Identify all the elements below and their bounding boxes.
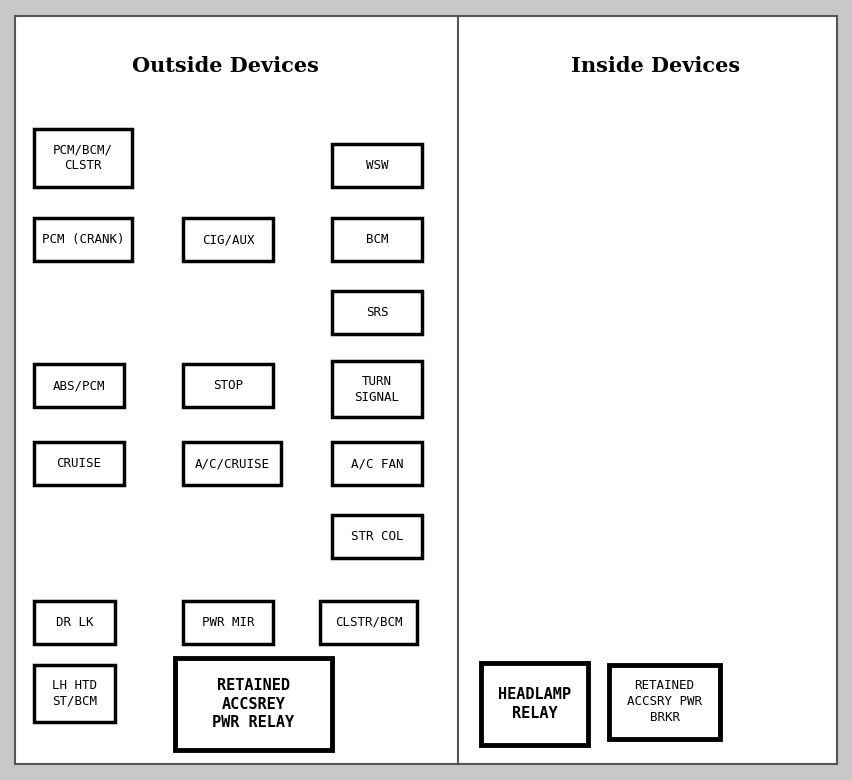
FancyBboxPatch shape — [332, 218, 422, 261]
Text: PWR MIR: PWR MIR — [202, 615, 254, 629]
FancyBboxPatch shape — [15, 16, 837, 764]
FancyBboxPatch shape — [332, 515, 422, 558]
Text: TURN
SIGNAL: TURN SIGNAL — [354, 374, 400, 404]
FancyBboxPatch shape — [332, 361, 422, 417]
FancyBboxPatch shape — [183, 364, 273, 407]
Text: PCM (CRANK): PCM (CRANK) — [42, 233, 124, 246]
FancyBboxPatch shape — [320, 601, 417, 644]
FancyBboxPatch shape — [183, 442, 281, 485]
Text: Inside Devices: Inside Devices — [572, 56, 740, 76]
Text: DR LK: DR LK — [55, 615, 94, 629]
FancyBboxPatch shape — [34, 129, 132, 187]
Text: CLSTR/BCM: CLSTR/BCM — [335, 615, 402, 629]
FancyBboxPatch shape — [332, 442, 422, 485]
FancyBboxPatch shape — [332, 291, 422, 334]
Text: STR COL: STR COL — [351, 530, 403, 543]
FancyBboxPatch shape — [609, 665, 720, 739]
Text: BCM: BCM — [366, 233, 389, 246]
Text: PCM/BCM/
CLSTR: PCM/BCM/ CLSTR — [53, 144, 113, 172]
FancyBboxPatch shape — [183, 601, 273, 644]
FancyBboxPatch shape — [34, 601, 115, 644]
FancyBboxPatch shape — [175, 658, 332, 750]
Text: CIG/AUX: CIG/AUX — [202, 233, 254, 246]
Text: LH HTD
ST/BCM: LH HTD ST/BCM — [52, 679, 97, 708]
FancyBboxPatch shape — [183, 218, 273, 261]
Text: ABS/PCM: ABS/PCM — [53, 379, 105, 392]
Text: RETAINED
ACCSREY
PWR RELAY: RETAINED ACCSREY PWR RELAY — [212, 679, 295, 730]
FancyBboxPatch shape — [34, 442, 124, 485]
Text: WSW: WSW — [366, 159, 389, 172]
Text: A/C FAN: A/C FAN — [351, 457, 403, 470]
FancyBboxPatch shape — [34, 665, 115, 722]
Text: Outside Devices: Outside Devices — [132, 56, 320, 76]
Text: HEADLAMP
RELAY: HEADLAMP RELAY — [498, 687, 571, 721]
Text: RETAINED
ACCSRY PWR
BRKR: RETAINED ACCSRY PWR BRKR — [627, 679, 702, 724]
Text: CRUISE: CRUISE — [56, 457, 101, 470]
FancyBboxPatch shape — [34, 364, 124, 407]
FancyBboxPatch shape — [332, 144, 422, 187]
FancyBboxPatch shape — [34, 218, 132, 261]
Text: STOP: STOP — [213, 379, 243, 392]
FancyBboxPatch shape — [481, 663, 588, 745]
Text: SRS: SRS — [366, 306, 389, 319]
Text: A/C/CRUISE: A/C/CRUISE — [194, 457, 270, 470]
